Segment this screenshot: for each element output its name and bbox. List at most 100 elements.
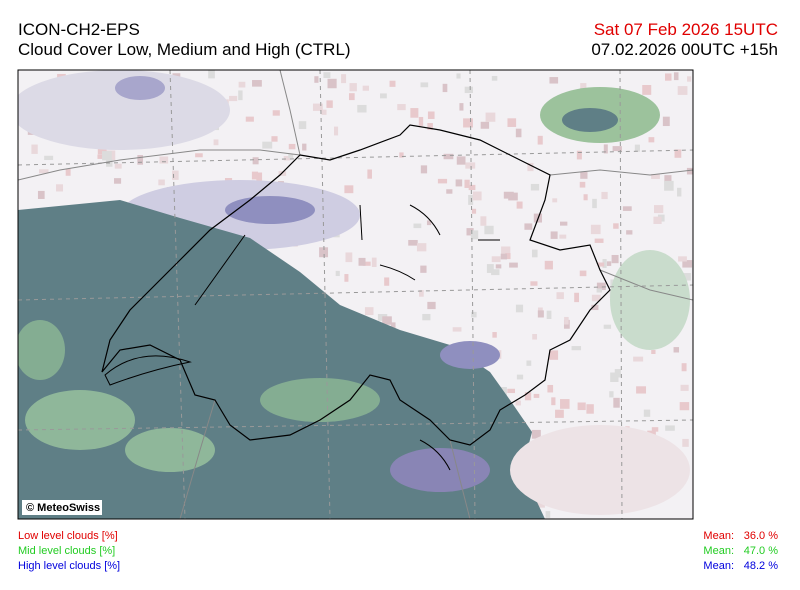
noise-pixel	[544, 260, 553, 270]
noise-pixel	[334, 126, 339, 136]
noise-pixel	[272, 110, 280, 116]
noise-pixel	[648, 137, 655, 143]
model-name: ICON-CH2-EPS	[18, 20, 140, 39]
noise-pixel	[577, 402, 586, 411]
noise-pixel	[298, 121, 307, 130]
noise-pixel	[349, 83, 357, 92]
noise-pixel	[687, 76, 692, 82]
noise-pixel	[546, 310, 552, 320]
noise-pixel	[416, 243, 427, 252]
valid-time: Sat 07 Feb 2026 15UTC	[593, 20, 778, 39]
low-cloud	[510, 425, 690, 515]
noise-pixel	[326, 100, 333, 108]
noise-pixel	[427, 301, 436, 310]
noise-pixel	[283, 156, 291, 161]
noise-pixel	[427, 111, 435, 119]
noise-pixel	[437, 178, 448, 184]
mean-label: Mean:	[703, 560, 734, 572]
noise-pixel	[344, 185, 354, 194]
noise-pixel	[456, 156, 466, 165]
noise-pixel	[682, 260, 693, 268]
legend-label: Mid level clouds [%]	[18, 545, 116, 557]
noise-pixel	[515, 128, 522, 138]
noise-pixel	[654, 205, 664, 214]
noise-pixel	[422, 313, 431, 321]
noise-pixel	[537, 500, 545, 508]
noise-pixel	[399, 152, 404, 158]
cloud-field: © MeteoSwiss	[18, 70, 693, 519]
noise-pixel	[485, 112, 496, 122]
noise-pixel	[537, 135, 543, 145]
noise-pixel	[665, 73, 672, 81]
noise-pixel	[288, 154, 294, 159]
noise-pixel	[251, 171, 259, 180]
noise-pixel	[367, 169, 372, 179]
noise-pixel	[314, 76, 319, 83]
noise-pixel	[622, 206, 632, 211]
noise-pixel	[596, 288, 602, 293]
noise-pixel	[550, 231, 558, 239]
noise-pixel	[364, 307, 374, 316]
noise-pixel	[532, 334, 538, 340]
noise-pixel	[590, 224, 601, 235]
noise-pixel	[238, 81, 246, 88]
noise-pixel	[606, 261, 612, 266]
noise-pixel	[158, 179, 165, 186]
noise-pixel	[371, 257, 377, 267]
noise-pixel	[530, 183, 540, 191]
noise-pixel	[102, 151, 112, 161]
noise-pixel	[579, 270, 587, 277]
noise-pixel	[465, 162, 476, 169]
noise-pixel	[556, 292, 564, 300]
noise-pixel	[491, 256, 501, 263]
mid-cloud	[125, 428, 215, 472]
noise-pixel	[464, 86, 473, 94]
noise-pixel	[560, 221, 568, 226]
noise-pixel	[613, 223, 619, 229]
noise-pixel	[526, 360, 532, 366]
noise-pixel	[500, 253, 508, 260]
noise-pixel	[302, 143, 307, 151]
noise-pixel	[455, 179, 463, 187]
map-title: Cloud Cover Low, Medium and High (CTRL)	[18, 40, 351, 59]
noise-pixel	[651, 427, 659, 432]
noise-pixel	[664, 175, 672, 183]
noise-pixel	[681, 273, 691, 281]
noise-pixel	[442, 83, 448, 93]
noise-pixel	[610, 372, 619, 382]
noise-pixel	[357, 104, 367, 113]
noise-pixel	[603, 144, 608, 154]
noise-pixel	[389, 80, 396, 87]
noise-pixel	[547, 384, 554, 393]
noise-pixel	[418, 116, 424, 126]
noise-pixel	[555, 409, 564, 418]
noise-pixel	[677, 86, 688, 95]
noise-pixel	[507, 388, 516, 394]
noise-pixel	[348, 93, 355, 101]
noise-pixel	[39, 169, 49, 174]
noise-pixel	[549, 350, 559, 360]
noise-pixel	[384, 277, 390, 286]
noise-pixel	[551, 397, 556, 406]
noise-pixel	[678, 256, 687, 262]
noise-pixel	[516, 374, 524, 380]
noise-pixel	[491, 269, 500, 276]
noise-pixel	[480, 216, 487, 226]
noise-pixel	[679, 402, 690, 411]
mean-label: Mean:	[703, 545, 734, 557]
noise-pixel	[686, 167, 693, 175]
noise-pixel	[413, 223, 422, 229]
high-cloud	[440, 341, 500, 369]
noise-pixel	[56, 184, 64, 192]
noise-pixel	[559, 234, 567, 239]
noise-pixel	[651, 173, 660, 179]
noise-pixel	[256, 172, 263, 182]
noise-pixel	[491, 75, 498, 81]
noise-pixel	[468, 194, 474, 205]
noise-pixel	[636, 386, 647, 394]
noise-pixel	[533, 393, 540, 398]
noise-pixel	[486, 264, 494, 273]
noise-pixel	[673, 347, 680, 353]
noise-pixel	[410, 108, 419, 118]
